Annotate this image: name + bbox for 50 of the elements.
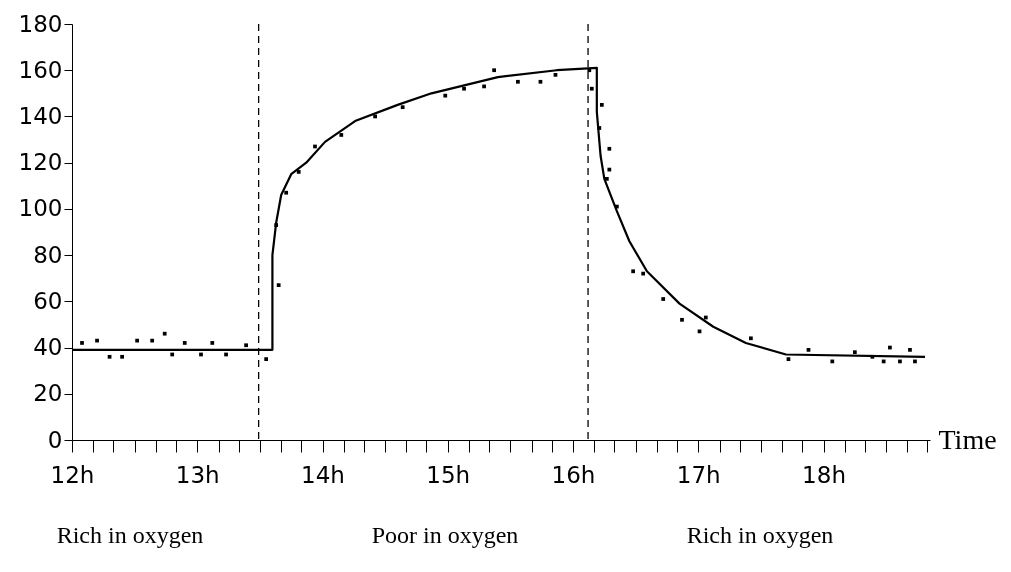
y-tick-label: 0 xyxy=(47,426,63,453)
text: Poor in oxygen xyxy=(371,522,519,549)
text: Rich in oxygen xyxy=(686,522,834,549)
x-tick-label: 16h xyxy=(551,461,596,488)
y-tick-label: 20 xyxy=(33,380,63,407)
x-tick-label: 18h xyxy=(802,461,846,488)
point xyxy=(80,341,84,345)
x-axis-title: Time xyxy=(938,423,997,455)
point xyxy=(162,331,167,336)
y-tick-label: 60 xyxy=(33,287,63,314)
point xyxy=(587,68,592,73)
point xyxy=(284,190,289,195)
y-tick-label: 80 xyxy=(33,241,63,268)
point xyxy=(597,126,602,130)
point xyxy=(264,357,269,361)
point xyxy=(244,343,248,348)
point xyxy=(589,86,594,91)
point xyxy=(339,133,344,137)
point xyxy=(749,336,753,341)
y-tick-label: 180 xyxy=(18,10,63,37)
point xyxy=(607,146,612,151)
text: Rich in oxygen xyxy=(56,522,204,549)
point xyxy=(210,341,215,345)
point xyxy=(661,297,666,301)
point xyxy=(631,269,636,274)
point xyxy=(908,348,912,352)
x-tick-label: 14h xyxy=(301,461,345,488)
point xyxy=(400,105,405,110)
point xyxy=(492,68,496,73)
x-tick-label: 12h xyxy=(50,461,95,488)
point xyxy=(296,170,301,174)
point xyxy=(852,350,857,355)
y-tick-label: 40 xyxy=(33,334,63,361)
y-tick-label: 160 xyxy=(18,56,63,83)
x-tick-label: 17h xyxy=(676,461,721,488)
y-tick-label: 140 xyxy=(18,102,63,129)
point xyxy=(182,341,187,345)
point xyxy=(604,176,609,181)
y-tick-label: 120 xyxy=(18,149,63,176)
point xyxy=(516,79,520,84)
point xyxy=(120,354,124,359)
y-tick-label: 100 xyxy=(18,195,63,222)
x-tick-label: 13h xyxy=(175,461,220,488)
point xyxy=(462,86,466,91)
point xyxy=(276,283,281,288)
x-tick-label: 15h xyxy=(426,461,471,488)
point xyxy=(274,223,279,227)
point xyxy=(443,93,448,98)
point xyxy=(680,317,684,322)
point xyxy=(599,103,604,107)
